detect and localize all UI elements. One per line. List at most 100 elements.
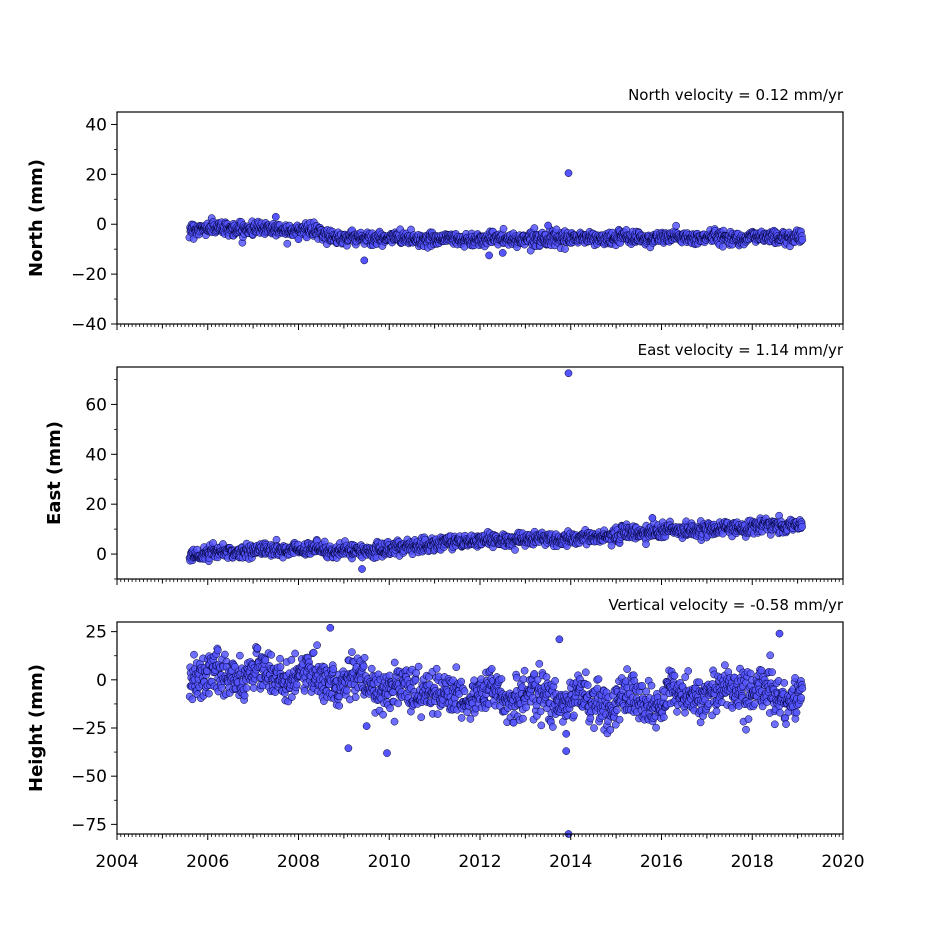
height-data-point bbox=[792, 708, 801, 717]
height-data-point bbox=[782, 720, 790, 728]
height-data-point bbox=[798, 684, 807, 693]
north-data-point bbox=[798, 235, 807, 244]
y-tick-label: 60 bbox=[85, 395, 107, 415]
height-data-point bbox=[205, 689, 213, 698]
outlier-point bbox=[562, 747, 571, 755]
height-data-point bbox=[746, 669, 755, 678]
height-data-point bbox=[770, 720, 779, 729]
height-data-point bbox=[242, 684, 251, 692]
north-data-point bbox=[718, 242, 727, 251]
outlier-point bbox=[544, 221, 552, 230]
height-data-point bbox=[276, 654, 284, 663]
height-data-point bbox=[276, 663, 285, 671]
height-data-point bbox=[537, 721, 546, 730]
height-data-point bbox=[457, 714, 466, 722]
height-data-point bbox=[548, 723, 557, 731]
height-data-point bbox=[696, 718, 705, 727]
height-data-point bbox=[519, 714, 527, 723]
height-data-point bbox=[535, 659, 544, 668]
height-data-point bbox=[221, 650, 229, 659]
height-data-point bbox=[309, 648, 318, 657]
height-data-point bbox=[287, 656, 296, 664]
height-data-point bbox=[744, 715, 753, 723]
height-data-point bbox=[670, 671, 679, 680]
outlier-point bbox=[344, 744, 353, 753]
outlier-point bbox=[326, 623, 335, 632]
y-tick-label: 20 bbox=[85, 495, 107, 515]
east-data-point bbox=[511, 546, 519, 554]
outlier-point bbox=[360, 256, 369, 265]
height-data-point bbox=[642, 687, 651, 696]
height-data-point bbox=[742, 725, 750, 734]
height-data-point bbox=[240, 691, 249, 700]
outlier-point bbox=[562, 729, 571, 738]
height-data-point bbox=[721, 661, 729, 669]
height-data-point bbox=[213, 646, 222, 655]
height-data-point bbox=[522, 703, 530, 712]
height-data-point bbox=[329, 665, 338, 673]
east-velocity-title: East velocity = 1.14 mm/yr bbox=[638, 341, 844, 359]
height-data-point bbox=[684, 667, 693, 675]
north-points bbox=[185, 169, 807, 265]
height-data-point bbox=[673, 707, 681, 716]
height-velocity-title: Vertical velocity = -0.58 mm/yr bbox=[608, 596, 843, 614]
outlier-point bbox=[555, 635, 564, 644]
outlier-point bbox=[498, 249, 507, 257]
height-data-point bbox=[433, 710, 442, 718]
north-axis-label: North (mm) bbox=[26, 159, 47, 277]
height-data-point bbox=[586, 714, 595, 723]
y-tick-label: 0 bbox=[96, 545, 107, 565]
outlier-point bbox=[362, 722, 371, 730]
height-data-point bbox=[190, 650, 198, 659]
east-axis-label: East (mm) bbox=[44, 421, 65, 525]
height-data-point bbox=[487, 665, 496, 673]
height-data-point bbox=[791, 714, 800, 723]
east-data-point bbox=[642, 540, 650, 549]
height-data-point bbox=[520, 666, 529, 675]
height-data-point bbox=[583, 681, 592, 689]
height-data-point bbox=[590, 724, 598, 732]
y-tick-label: 40 bbox=[85, 115, 107, 135]
height-data-point bbox=[623, 665, 631, 673]
y-tick-label: 20 bbox=[85, 165, 107, 185]
height-data-point bbox=[236, 651, 244, 660]
height-data-point bbox=[457, 677, 466, 686]
outlier-point bbox=[271, 212, 280, 221]
height-data-point bbox=[613, 706, 621, 714]
outlier-point bbox=[775, 629, 784, 638]
y-tick-label: −20 bbox=[71, 265, 107, 285]
height-data-point bbox=[253, 644, 262, 653]
height-data-point bbox=[712, 707, 721, 716]
height-data-point bbox=[300, 687, 309, 695]
height-data-point bbox=[570, 711, 578, 720]
height-data-point bbox=[367, 664, 376, 673]
height-data-point bbox=[512, 673, 521, 682]
north-data-point bbox=[499, 224, 508, 233]
height-data-point bbox=[386, 704, 394, 713]
height-data-point bbox=[390, 658, 399, 667]
height-data-point bbox=[359, 662, 368, 671]
height-axis-label: Height (mm) bbox=[26, 664, 47, 792]
height-data-point bbox=[460, 687, 469, 696]
north-panel: North velocity = 0.12 mm/yr North (mm) −… bbox=[26, 86, 844, 335]
north-data-point bbox=[283, 239, 292, 248]
outlier-point bbox=[294, 235, 303, 244]
north-velocity-title: North velocity = 0.12 mm/yr bbox=[628, 86, 844, 104]
height-data-point bbox=[394, 699, 403, 708]
height-data-point bbox=[249, 684, 258, 692]
height-data-point bbox=[217, 683, 226, 692]
height-data-point bbox=[335, 701, 344, 710]
height-data-point bbox=[542, 673, 551, 681]
height-data-point bbox=[681, 708, 689, 717]
height-data-point bbox=[417, 713, 426, 722]
height-data-point bbox=[379, 710, 387, 719]
height-data-point bbox=[606, 725, 615, 734]
height-data-point bbox=[797, 693, 805, 702]
height-data-point bbox=[768, 668, 776, 677]
height-data-point bbox=[432, 664, 441, 673]
height-data-point bbox=[292, 680, 301, 689]
height-data-point bbox=[414, 662, 423, 671]
height-data-point bbox=[466, 715, 475, 723]
height-data-point bbox=[360, 653, 369, 662]
